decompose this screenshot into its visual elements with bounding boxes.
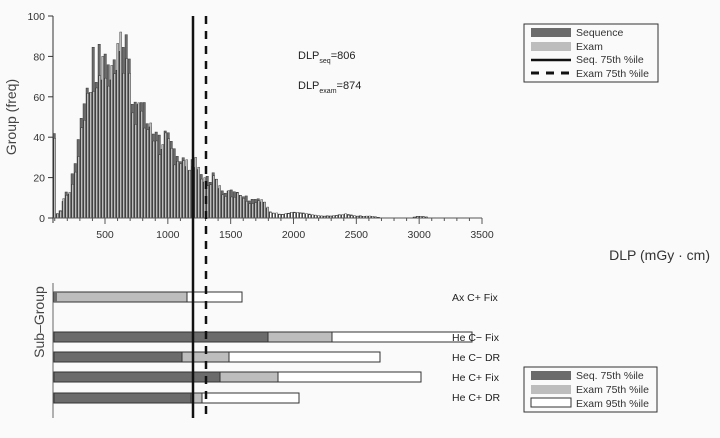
legend-label: Seq. 75th %ile [576,370,644,382]
y-tick-label: 60 [33,92,45,104]
subgroup-label: He C− Fix [452,332,500,344]
y-ticks: 0 20 40 60 80 100 [27,11,53,225]
legend-label: Sequence [576,27,623,39]
legend-label: Exam [576,41,603,53]
x-tick-label: 3500 [470,229,494,241]
subgroup-row-ax-cplus-fix [53,291,243,303]
y-tick-label: 40 [33,132,45,144]
x-axis-label: DLP (mGy · cm) [609,247,710,263]
legend-label: Exam 75th %ile [576,384,649,396]
subgroup-label: He C+ DR [452,392,501,404]
legend-top: Sequence Exam Seq. 75th %ile Exam 75th %… [523,23,659,83]
subgroup-row-he-cplus-dr [53,392,300,404]
x-tick-label: 3000 [407,229,431,241]
legend-label: Seq. 75th %ile [576,54,644,66]
x-tick-label: 500 [96,229,114,241]
subgroup-label: Ax C+ Fix [452,292,499,304]
x-tick-label: 2000 [282,229,306,241]
x-tick-label: 1000 [156,229,180,241]
histogram-plot: 0 20 40 60 80 100 500 1000 1500 2000 2500 3000 3500… [3,11,710,263]
y-axis-label: Group (freq) [3,79,19,155]
legend-swatch-exam-75 [531,385,571,394]
subgroup-plot: Sub–Group Ax C [31,283,658,418]
subgroup-label: He C− DR [452,352,501,364]
y-tick-label: 80 [33,51,45,63]
x-ticks: 500 1000 1500 2000 2500 3000 3500 [54,218,494,241]
legend-swatch-exam-95 [530,397,572,408]
legend-swatch-exam [531,42,571,51]
dlp-exam-annotation: DLPexam=874 [298,80,361,95]
y-tick-label: 20 [33,173,45,185]
legend-label: Exam 95th %ile [576,398,649,410]
subgroup-row-he-cplus-fix [53,371,422,383]
subgroup-row-he-cminus-dr [53,351,381,363]
y-tick-label: 0 [39,213,45,225]
legend-swatch-sequence [531,28,571,37]
y-tick-label: 100 [27,11,45,23]
legend-swatch-seq-75 [531,371,571,380]
subgroup-row-he-cminus-fix [53,331,473,343]
legend-bottom: Seq. 75th %ile Exam 75th %ile Exam 95th … [523,366,658,413]
x-tick-label: 2500 [345,229,369,241]
x-tick-label: 1500 [219,229,243,241]
legend-label: Exam 75th %ile [576,68,649,80]
subgroup-axis-label: Sub–Group [31,286,47,358]
subgroup-label: He C+ Fix [452,372,500,384]
dlp-seq-annotation: DLPseq=806 [298,50,355,65]
histogram-bars [52,31,428,219]
